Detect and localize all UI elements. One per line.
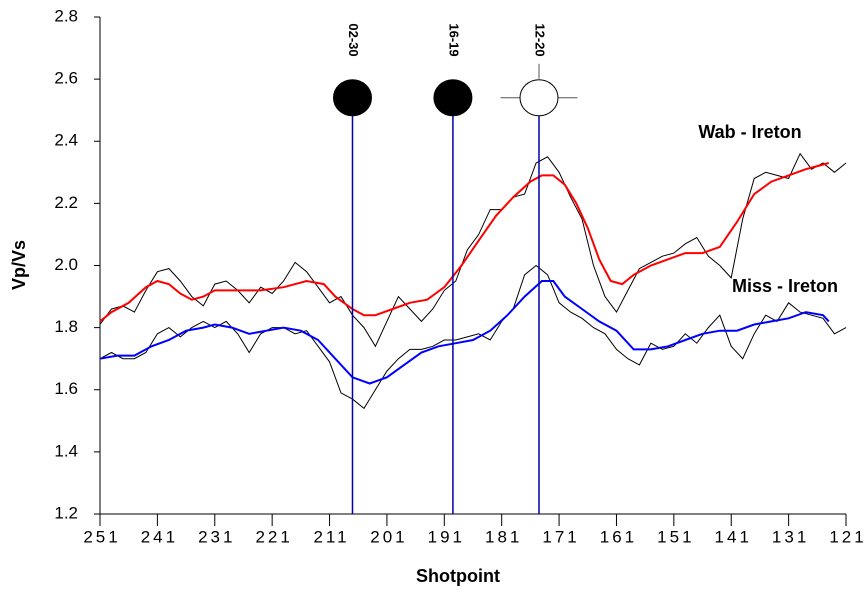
y-tick-label: 1.4 (54, 441, 78, 460)
series-label: Wab - Ireton (698, 122, 801, 142)
y-tick-label: 1.6 (54, 379, 78, 398)
x-tick-label: 171 (542, 527, 579, 546)
marker (519, 79, 559, 117)
x-tick-label: 201 (370, 527, 407, 546)
x-tick-label: 121 (829, 527, 865, 546)
x-tick-label: 231 (198, 527, 235, 546)
y-tick-label: 1.8 (54, 317, 78, 336)
y-tick-label: 1.2 (54, 503, 78, 522)
x-tick-label: 131 (772, 527, 809, 546)
y-axis-title: Vp/Vs (9, 240, 29, 290)
x-tick-label: 251 (83, 527, 120, 546)
x-tick-label: 211 (313, 527, 349, 546)
y-tick-label: 2.4 (54, 131, 78, 150)
x-tick-label: 221 (255, 527, 292, 546)
y-tick-label: 2.6 (54, 69, 78, 88)
series-line (99, 162, 830, 323)
series-line (99, 152, 847, 348)
x-tick-label: 151 (657, 527, 694, 546)
marker-label: 02-30 (346, 23, 361, 56)
x-tick-label: 141 (715, 527, 752, 546)
marker (332, 79, 372, 117)
x-axis-title: Shotpoint (416, 566, 500, 586)
x-tick-label: 241 (141, 527, 178, 546)
x-tick-label: 191 (428, 527, 465, 546)
marker (433, 79, 473, 117)
y-tick-label: 2.0 (54, 255, 78, 274)
x-tick-label: 161 (600, 527, 637, 546)
y-tick-label: 2.8 (54, 6, 78, 25)
series-line (99, 280, 830, 385)
y-tick-label: 2.2 (54, 193, 78, 212)
x-tick-label: 181 (485, 527, 522, 546)
marker-label: 16-19 (446, 23, 461, 56)
series-label: Miss - Ireton (732, 276, 838, 296)
marker-label: 12-20 (533, 23, 548, 56)
series-line (99, 264, 847, 410)
